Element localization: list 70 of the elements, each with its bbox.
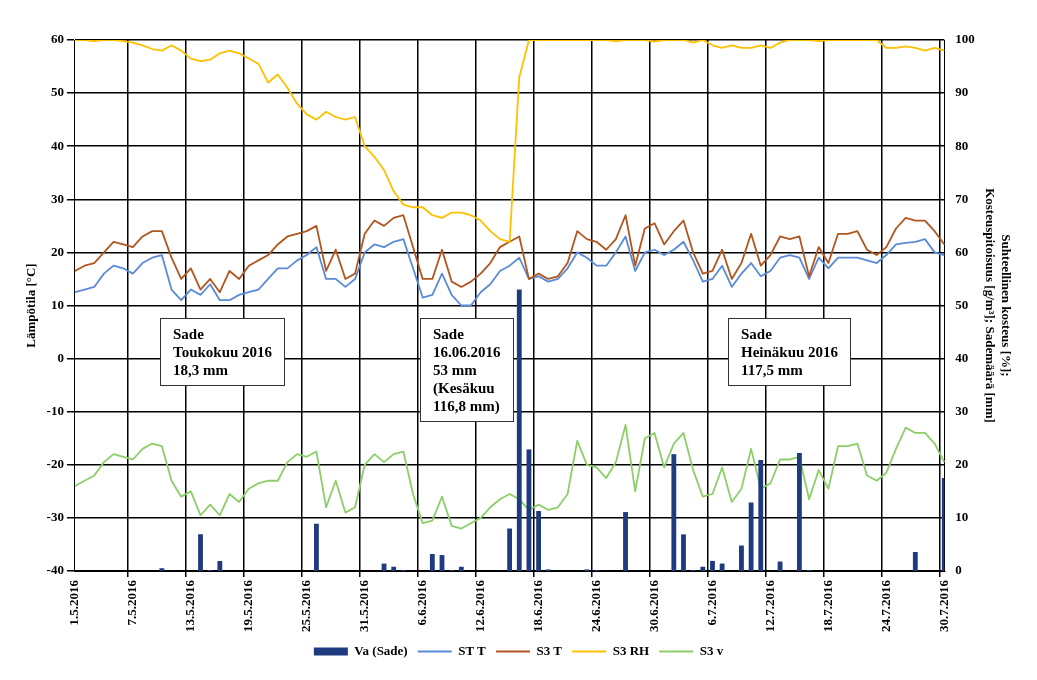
annotation: Sade 16.06.2016 53 mm (Kesäkuu 116,8 mm): [420, 318, 514, 422]
x-tick-label: 18.6.2016: [529, 579, 545, 632]
y-tick-label: 20: [50, 243, 64, 259]
bar: [671, 454, 677, 571]
bar: [198, 534, 203, 571]
y2-tick-label: 70: [955, 190, 969, 206]
x-tick-label: 18.7.2016: [819, 579, 835, 632]
bar: [391, 566, 397, 571]
y-tick-label: 50: [50, 84, 64, 100]
bar: [912, 551, 918, 571]
bar: [710, 560, 715, 571]
x-tick-label: 7.5.2016: [124, 579, 140, 626]
y2-tick-label: 30: [955, 403, 969, 419]
bar: [458, 566, 464, 571]
bar: [623, 512, 628, 571]
annotation: Sade Toukokuu 2016 18,3 mm: [160, 318, 286, 386]
bar: [217, 560, 223, 571]
x-tick-label: 13.5.2016: [182, 579, 198, 632]
x-tick-label: 31.5.2016: [356, 579, 372, 632]
y2-tick-label: 60: [955, 243, 969, 259]
legend-label: S3 v: [699, 642, 724, 658]
x-tick-label: 30.6.2016: [645, 579, 661, 632]
y2-tick-label: 100: [955, 31, 975, 47]
y2-tick-label: 20: [955, 456, 969, 472]
bar: [516, 289, 522, 571]
bar: [536, 511, 542, 571]
y-tick-label: 30: [50, 190, 64, 206]
y2-axis-title: Suhteellinen kosteus [%]; Kosteuspitoisuus [g/m³]; Sademäärä [mm]: [983, 188, 1014, 423]
legend-label: ST T: [458, 642, 486, 658]
bar: [429, 554, 435, 571]
annotation: Sade Heinäkuu 2016 117,5 mm: [728, 318, 852, 386]
bar: [681, 534, 686, 571]
bar: [777, 561, 783, 571]
legend-label: S3 T: [536, 642, 563, 658]
x-tick-label: 24.7.2016: [877, 579, 893, 632]
x-tick-label: 30.7.2016: [935, 579, 951, 632]
y-tick-label: -40: [46, 562, 64, 578]
x-tick-label: 6.6.2016: [414, 579, 430, 626]
y2-tick-label: 0: [955, 562, 962, 578]
y-tick-label: -10: [46, 403, 64, 419]
bar: [719, 563, 725, 571]
bar: [748, 502, 754, 571]
x-tick-label: 6.7.2016: [703, 579, 719, 626]
y2-tick-label: 40: [955, 349, 969, 365]
legend-label: S3 RH: [612, 642, 650, 658]
bar: [739, 545, 744, 571]
y-tick-label: -20: [46, 456, 64, 472]
y2-tick-label: 10: [955, 509, 969, 525]
y-tick-label: 40: [50, 137, 64, 153]
x-tick-label: 19.5.2016: [240, 579, 256, 632]
y-tick-label: -30: [46, 509, 64, 525]
y2-tick-label: 80: [955, 137, 969, 153]
bar: [159, 568, 165, 571]
x-tick-label: 12.6.2016: [471, 579, 487, 632]
bar: [796, 453, 802, 571]
x-tick-label: 12.7.2016: [761, 579, 777, 632]
y-tick-label: 0: [57, 349, 64, 365]
bar: [314, 523, 319, 571]
x-tick-label: 1.5.2016: [66, 579, 82, 626]
bar: [507, 528, 513, 571]
y-tick-label: 10: [50, 296, 64, 312]
x-tick-label: 24.6.2016: [587, 579, 603, 632]
y-tick-label: 60: [50, 31, 64, 47]
bar: [700, 566, 706, 571]
legend-label: Va (Sade): [354, 642, 408, 658]
y2-tick-label: 50: [955, 296, 969, 312]
bar: [758, 460, 764, 571]
x-tick-label: 25.5.2016: [298, 579, 314, 632]
y-axis-title: Lämpötila [°C]: [23, 263, 39, 348]
y2-tick-label: 90: [955, 84, 969, 100]
